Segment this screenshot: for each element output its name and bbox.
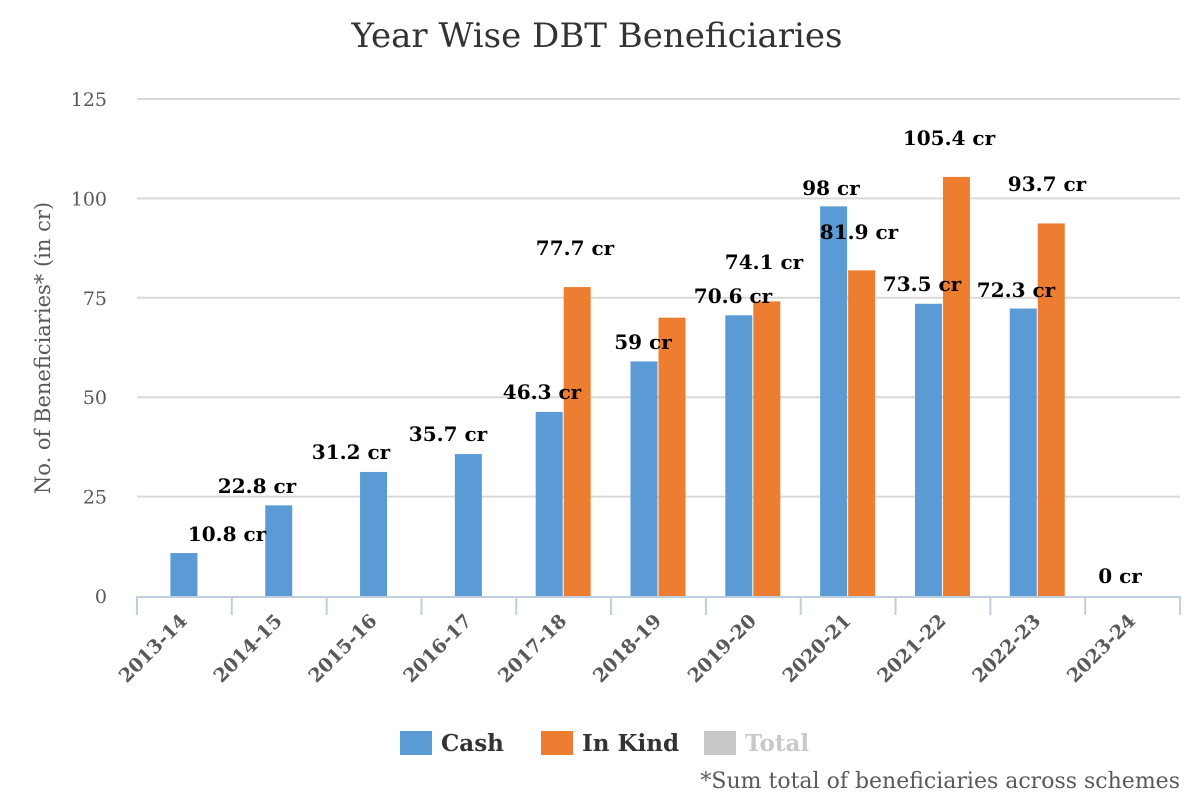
data-label: 10.8 cr [188,522,267,546]
legend-label-total: Total [745,730,809,757]
y-axis-label: No. of Beneficiaries* (in cr) [31,202,55,494]
data-label: 31.2 cr [312,440,391,464]
legend-swatch-total [704,731,736,755]
bar-in-kind-2018-19 [658,317,686,596]
y-axis-ticks: 0 25 50 75 100 125 [71,89,107,608]
data-label: 72.3 cr [977,278,1056,302]
x-tick-label: 2013-14 [115,610,192,687]
bar-cash-2015-16 [360,471,388,596]
x-tick-label: 2021-22 [873,610,950,687]
bar-cash-2020-21 [820,206,848,597]
data-label: 93.7 cr [1008,172,1087,196]
data-label: 59 cr [614,330,672,354]
bar-cash-2019-20 [725,315,753,596]
data-label: 98 cr [802,176,860,200]
bars [170,176,1065,597]
y-tick-label: 50 [83,387,107,409]
legend-swatch-cash [400,731,432,755]
x-tick-label: 2016-17 [399,610,476,687]
bar-in-kind-2022-23 [1037,223,1065,597]
chart-title: Year Wise DBT Beneficiaries [351,16,843,56]
y-tick-label: 0 [95,586,107,608]
x-axis-ticks: 2013-14 2014-15 2015-16 2016-17 2017-18 2018-… [115,610,1140,687]
bar-in-kind-2017-18 [563,287,591,596]
data-label: 74.1 cr [725,250,804,274]
legend-label-in-kind: In Kind [582,730,679,757]
x-tick-label: 2020-21 [778,610,855,687]
bar-cash-2016-17 [454,454,482,596]
y-tick-label: 25 [83,487,107,509]
x-axis [136,596,1181,615]
y-tick-label: 125 [71,89,107,111]
bar-cash-2022-23 [1009,308,1037,596]
bar-cash-2013-14 [170,553,198,596]
x-tick-label: 2018-19 [589,610,666,687]
bar-in-kind-2019-20 [753,301,781,596]
bar-cash-2017-18 [535,411,563,596]
x-tick-label: 2017-18 [494,610,571,687]
legend-swatch-in-kind [541,731,573,755]
y-tick-label: 100 [71,188,107,210]
data-label: 46.3 cr [503,380,582,404]
bar-cash-2014-15 [265,505,293,596]
gridlines [137,98,1180,498]
legend-label-cash: Cash [441,730,504,757]
legend: Cash In Kind Total [400,730,809,757]
footnote: *Sum total of beneficiaries across schem… [700,769,1180,794]
bar-in-kind-2020-21 [848,270,876,596]
x-tick-label: 2015-16 [304,610,381,687]
x-tick-label: 2022-23 [968,610,1045,687]
data-labels: 10.8 cr 22.8 cr 31.2 cr 35.7 cr 46.3 cr 77.7 … [188,126,1142,588]
bar-in-kind-2021-22 [942,176,970,596]
x-tick-label: 2014-15 [210,610,287,687]
y-tick-label: 75 [83,288,107,310]
data-label: 22.8 cr [218,474,297,498]
data-label: 77.7 cr [536,236,615,260]
data-label: 70.6 cr [694,284,773,308]
x-tick-label: 2019-20 [684,610,761,687]
data-label: 0 cr [1098,564,1142,588]
bar-cash-2021-22 [914,303,942,596]
bar-cash-2018-19 [630,361,658,596]
data-label: 35.7 cr [409,422,488,446]
data-label: 81.9 cr [820,220,899,244]
data-label: 73.5 cr [883,272,962,296]
x-tick-label: 2023-24 [1063,610,1140,687]
data-label: 105.4 cr [903,126,996,150]
